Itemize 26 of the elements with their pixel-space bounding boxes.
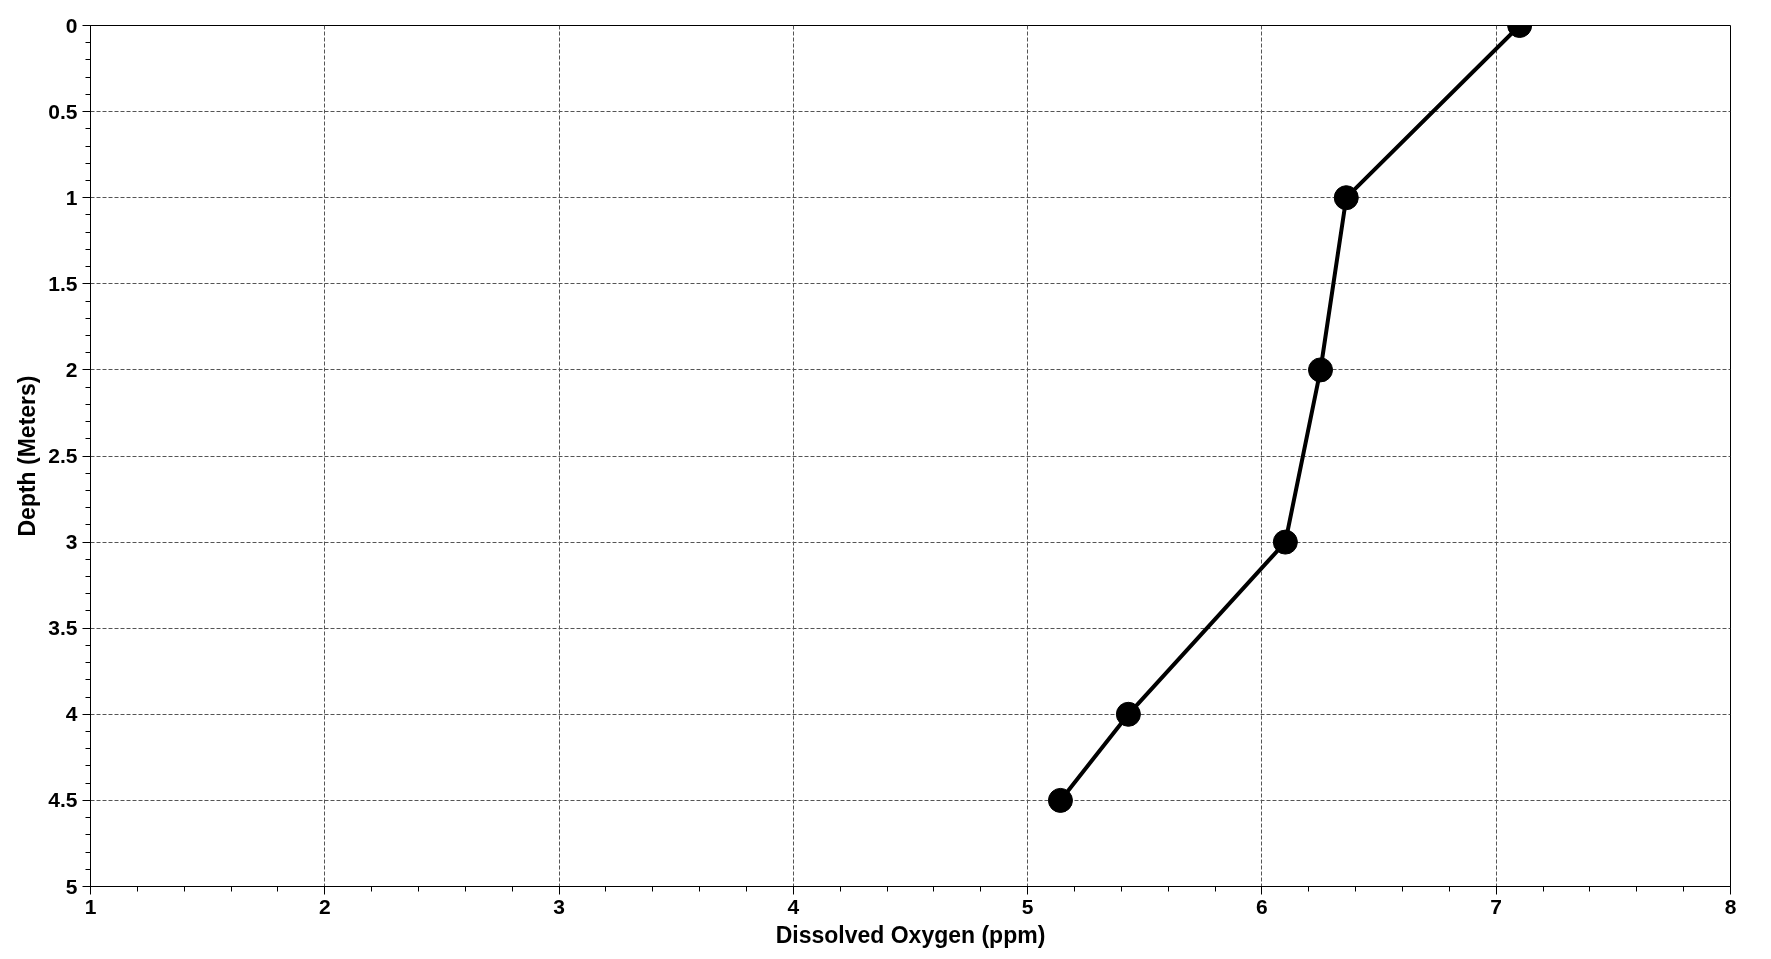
x-tick-label: 3 — [553, 894, 565, 918]
x-tick-label: 4 — [787, 894, 800, 918]
point — [1333, 185, 1359, 211]
y-tick-label: 1 — [65, 185, 78, 209]
x-tick-label: 8 — [1724, 894, 1737, 918]
point — [1115, 701, 1141, 727]
y-tick-label: 0 — [65, 13, 78, 37]
x-tick-label: 6 — [1256, 894, 1268, 918]
y-tick-label: 4 — [65, 702, 78, 726]
y-tick-label: 4.5 — [48, 788, 78, 812]
y-tick-label: 3 — [65, 530, 78, 554]
y-tick-label: 2 — [65, 357, 78, 381]
x-tick-label: 5 — [1021, 894, 1034, 918]
x-axis-title: Dissolved Oxygen (ppm) — [775, 921, 1046, 948]
y-tick-label: 2.5 — [48, 444, 78, 467]
point — [1308, 357, 1333, 383]
x-tick-label: 7 — [1490, 894, 1503, 918]
y-tick-label: 3.5 — [48, 616, 78, 640]
y-tick-label: 1.5 — [48, 271, 78, 295]
x-tick-label: 2 — [318, 894, 331, 918]
point — [1272, 529, 1298, 555]
y-axis-title: Depth (Meters) — [14, 375, 41, 537]
y-tick-label: 0.5 — [48, 99, 78, 123]
x-tick-label: 1 — [84, 894, 97, 918]
point — [1047, 787, 1073, 813]
y-tick-label: 5 — [65, 874, 78, 898]
